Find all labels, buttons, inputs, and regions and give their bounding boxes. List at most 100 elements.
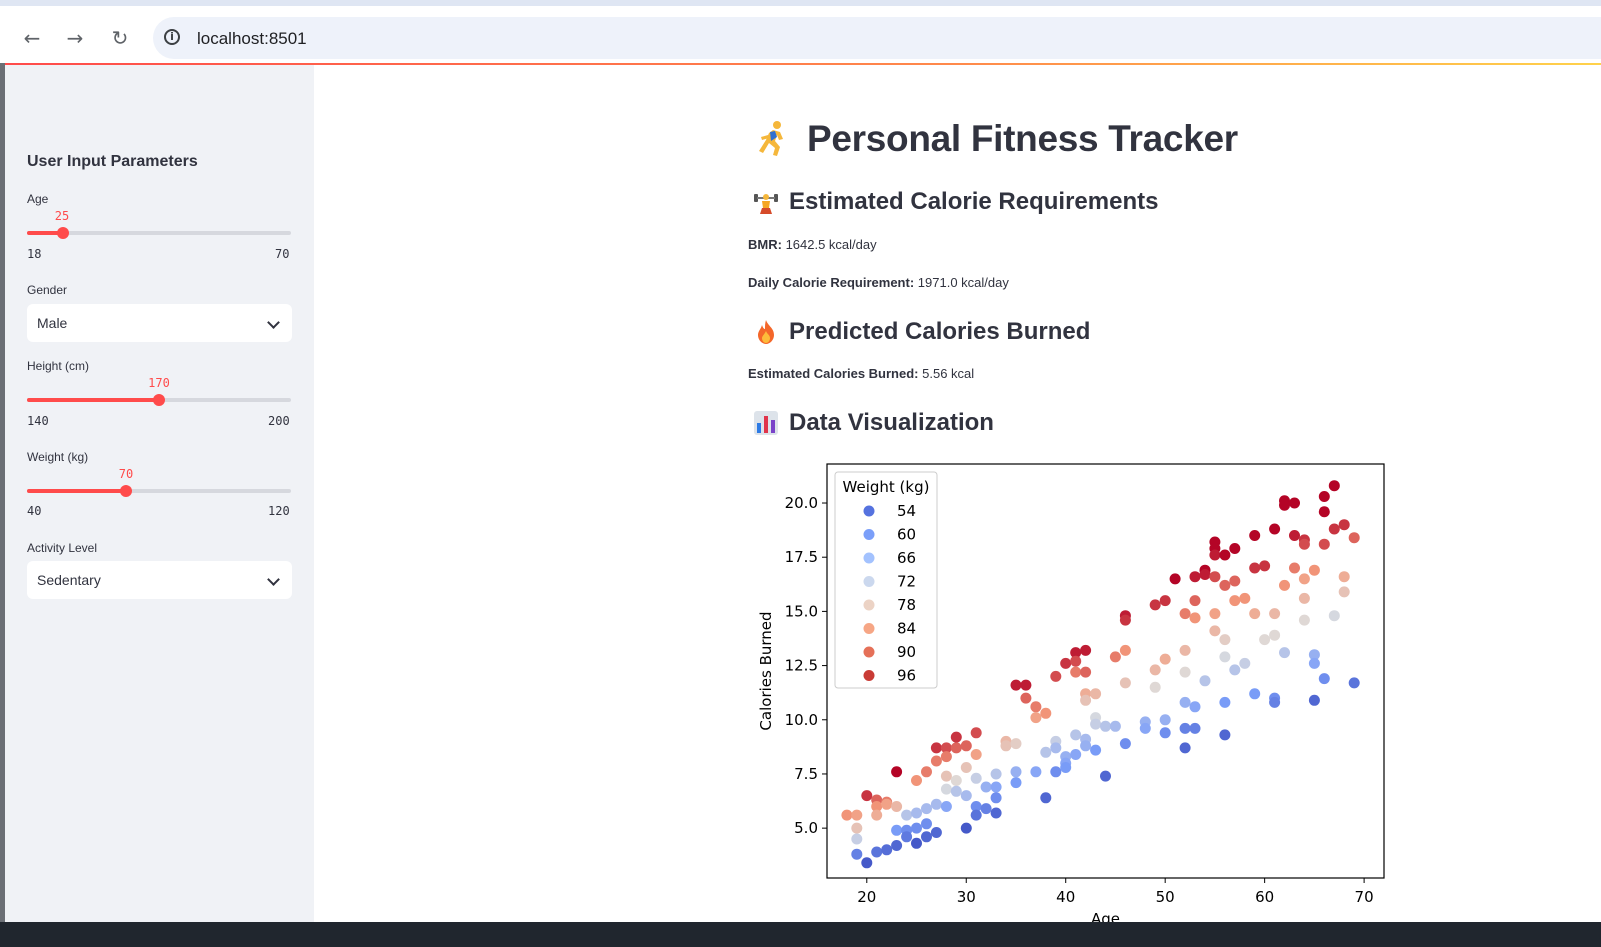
- weight-slider[interactable]: [27, 485, 291, 497]
- scatter-point: [871, 801, 883, 812]
- scatter-point: [851, 809, 863, 821]
- scatter-point: [1149, 664, 1161, 676]
- gender-select[interactable]: Male: [27, 304, 292, 342]
- x-tick-label: 30: [957, 888, 976, 906]
- scatter-point: [1308, 649, 1320, 661]
- scatter-point: [861, 790, 873, 802]
- desktop-edge: [0, 0, 5, 947]
- height-slider-fill: [27, 398, 159, 402]
- estimated-burned-line: Estimated Calories Burned: 5.56 kcal: [748, 366, 974, 381]
- scatter-point: [1169, 573, 1181, 585]
- scatter-point: [1189, 612, 1201, 624]
- y-tick-label: 5.0: [794, 819, 818, 837]
- scatter-point: [1050, 742, 1062, 754]
- scatter-point: [1239, 592, 1251, 604]
- scatter-point: [891, 840, 903, 851]
- scatter-point: [901, 831, 913, 843]
- scatter-point: [1010, 738, 1022, 750]
- scatter-point: [921, 831, 932, 843]
- activity-select[interactable]: Sedentary: [27, 561, 292, 599]
- legend-label: 60: [897, 526, 916, 544]
- y-tick-label: 7.5: [794, 765, 818, 783]
- legend-label: 78: [897, 596, 916, 614]
- x-tick-label: 40: [1056, 888, 1075, 906]
- scatter-point: [1080, 666, 1092, 678]
- scatter-point: [970, 749, 982, 760]
- scatter-point: [1040, 746, 1052, 758]
- scatter-point: [881, 844, 893, 856]
- os-taskbar: [0, 922, 1601, 947]
- x-tick-label: 50: [1156, 888, 1175, 906]
- scatter-point: [990, 768, 1002, 780]
- scatter-point: [911, 837, 922, 849]
- calories-scatter-chart: 20 30 40 50 60 70 5.07.510.012.515.017.520.0 …: [757, 463, 1385, 922]
- scatter-point: [1109, 651, 1121, 663]
- scatter-point: [1209, 625, 1221, 637]
- scatter-point: [1308, 694, 1320, 706]
- scatter-point: [1219, 729, 1231, 741]
- arrow-right-icon[interactable]: →: [66, 26, 84, 50]
- scatter-point: [940, 742, 952, 754]
- scatter-point: [950, 785, 962, 797]
- scatter-point: [1070, 647, 1082, 659]
- scatter-point: [1298, 573, 1310, 585]
- reload-icon[interactable]: ↻: [111, 26, 129, 50]
- weight-slider-thumb[interactable]: [120, 485, 132, 497]
- age-slider-thumb[interactable]: [57, 227, 69, 239]
- address-bar[interactable]: i localhost:8501: [153, 17, 1601, 59]
- y-axis-label: Calories Burned: [757, 611, 775, 730]
- scatter-point: [1189, 701, 1201, 713]
- scatter-point: [1328, 610, 1340, 622]
- scatter-point: [851, 833, 863, 845]
- height-slider[interactable]: [27, 394, 291, 406]
- scatter-point: [1030, 712, 1042, 724]
- scatter-points: [841, 480, 1360, 869]
- scatter-point: [1060, 657, 1072, 669]
- scatter-point: [970, 772, 982, 784]
- info-icon[interactable]: i: [164, 29, 180, 45]
- scatter-point: [1090, 744, 1102, 756]
- scatter-point: [1189, 571, 1201, 583]
- scatter-point: [1040, 707, 1052, 719]
- scatter-point: [1289, 530, 1300, 541]
- scatter-point: [1269, 608, 1281, 620]
- age-label: Age: [27, 192, 49, 206]
- bmr-label: BMR:: [748, 237, 782, 252]
- activity-label: Activity Level: [27, 541, 98, 555]
- scatter-point: [841, 809, 853, 821]
- legend-marker: [863, 552, 875, 564]
- age-slider-value: 25: [54, 209, 70, 223]
- scatter-point: [871, 846, 883, 858]
- age-slider[interactable]: [27, 227, 291, 239]
- browser-toolbar: ← → ↻ i localhost:8501: [0, 6, 1601, 63]
- scatter-point: [1219, 549, 1231, 561]
- scatter-point: [1269, 523, 1281, 535]
- height-slider-thumb[interactable]: [153, 394, 165, 406]
- x-tick-label: 20: [857, 888, 876, 906]
- scatter-point: [881, 798, 893, 810]
- y-tick-label: 12.5: [785, 657, 818, 675]
- scatter-point: [1209, 571, 1221, 583]
- legend-label: 84: [897, 620, 916, 638]
- scatter-point: [1318, 491, 1330, 502]
- scatter-point: [1100, 720, 1111, 732]
- scatter-point: [1219, 696, 1231, 708]
- scatter-point: [1308, 564, 1320, 576]
- scatter-point: [1348, 677, 1360, 689]
- scatter-point: [1279, 579, 1290, 591]
- scatter-point: [1100, 770, 1111, 782]
- arrow-left-icon[interactable]: ←: [23, 26, 41, 50]
- scatter-point: [921, 803, 932, 815]
- gender-label: Gender: [27, 283, 68, 297]
- legend-label: 90: [897, 643, 916, 661]
- scatter-point: [1249, 530, 1261, 541]
- age-slider-min: 18: [27, 247, 42, 261]
- scatter-point: [950, 731, 962, 743]
- scatter-point: [1109, 720, 1121, 732]
- scatter-point: [970, 809, 982, 821]
- scatter-point: [930, 827, 942, 838]
- scatter-point: [1070, 749, 1082, 760]
- estimated-burned-label: Estimated Calories Burned:: [748, 366, 919, 381]
- scatter-point: [851, 848, 863, 860]
- scatter-point: [960, 822, 972, 834]
